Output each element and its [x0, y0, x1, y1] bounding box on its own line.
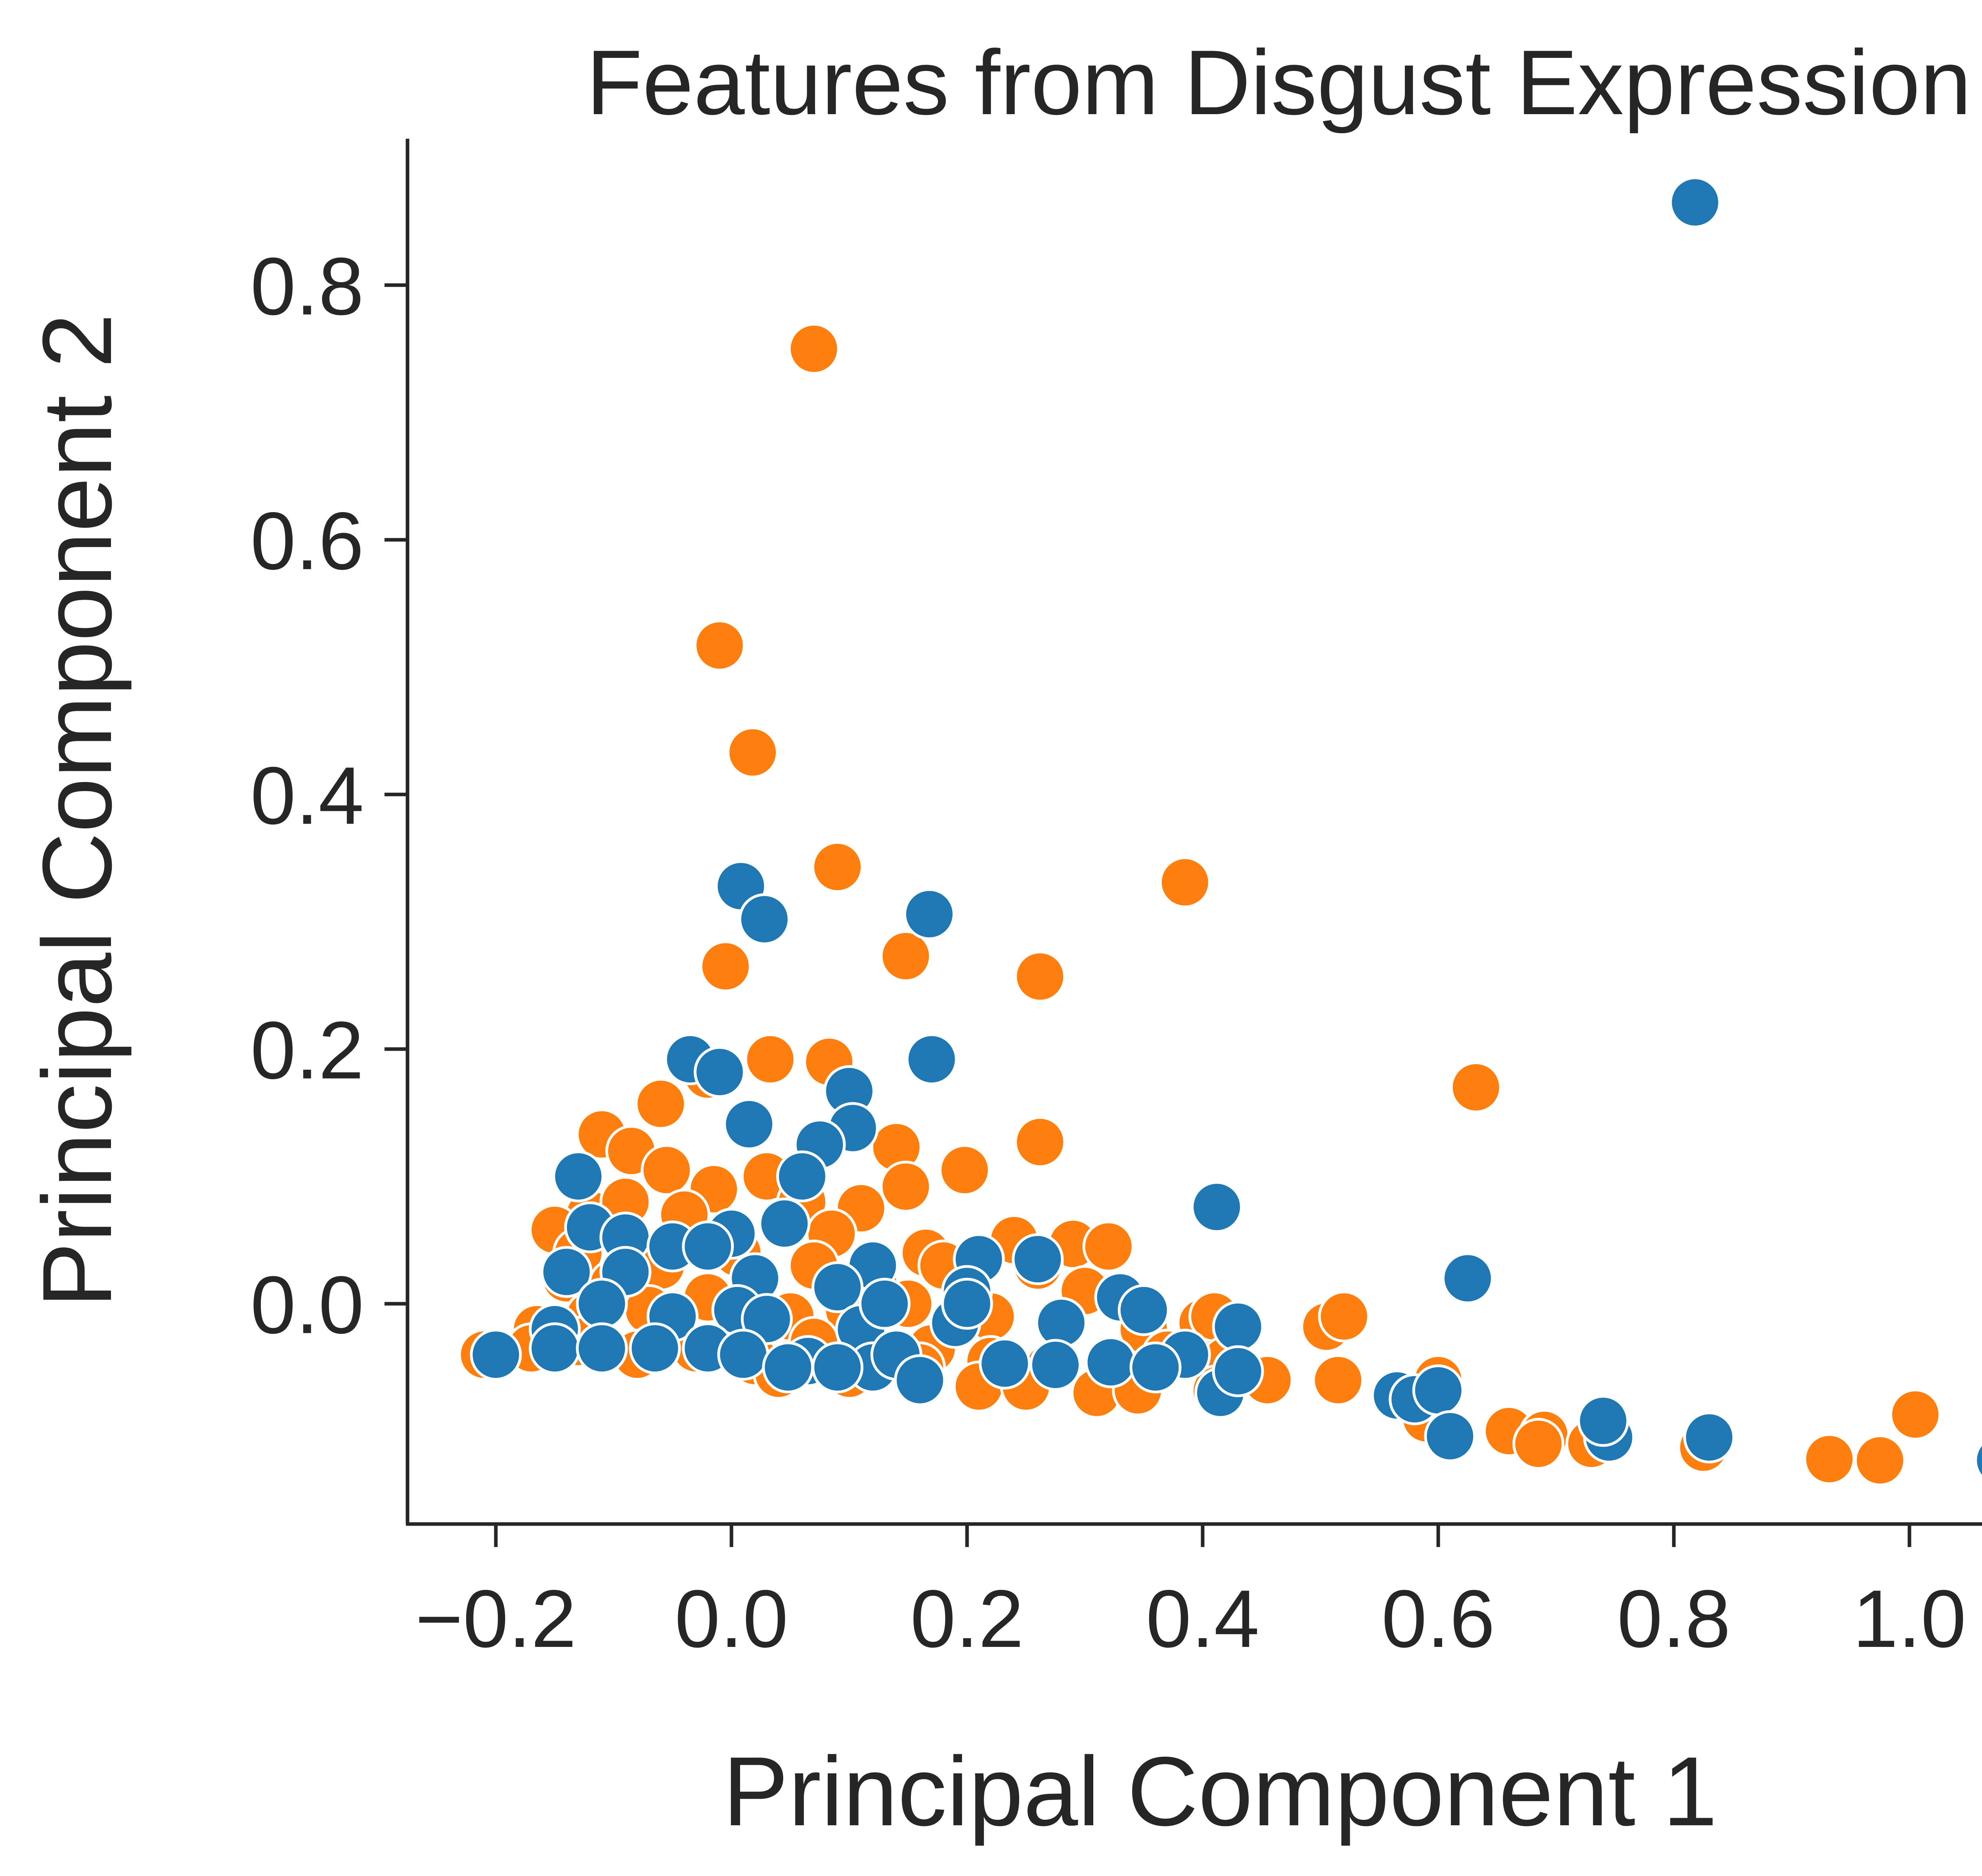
scatter-point	[1312, 1354, 1364, 1406]
x-tick-label: 0.0	[675, 1573, 788, 1664]
chart-title: Features from Disgust Expression	[586, 31, 1971, 134]
x-tick-label: 1.0	[1853, 1573, 1966, 1664]
scatter-point	[1450, 1061, 1502, 1113]
scatter-point	[1512, 1418, 1565, 1470]
x-tick-label: 0.8	[1617, 1573, 1730, 1664]
scatter-point	[880, 930, 932, 982]
y-axis-label: Principal Component 2	[22, 314, 132, 1308]
scatter-point	[1412, 1364, 1464, 1417]
scatter-point	[1012, 1233, 1064, 1285]
scatter-point	[903, 888, 955, 940]
y-tick-label: 0.2	[251, 1005, 364, 1096]
scatter-point	[776, 1150, 828, 1203]
scatter-point	[1577, 1395, 1629, 1447]
scatter-point	[811, 1261, 864, 1313]
y-tick-label: 0.4	[251, 750, 364, 841]
x-tick-label: 0.6	[1381, 1573, 1495, 1664]
scatter-point	[1212, 1345, 1264, 1397]
scatter-point	[470, 1329, 522, 1381]
scatter-point	[576, 1322, 628, 1375]
x-tick-label: 0.4	[1146, 1573, 1259, 1664]
scatter-point	[1974, 1442, 1982, 1479]
scatter-point	[1159, 856, 1211, 908]
scatter-point	[740, 1293, 793, 1345]
scatter-point	[1669, 176, 1721, 229]
scatter-point	[694, 620, 746, 671]
x-tick-label: 0.2	[910, 1573, 1024, 1664]
scatter-point	[641, 1144, 693, 1196]
scatter-point	[811, 1341, 864, 1394]
scatter-point	[1424, 1410, 1476, 1462]
scatter-point	[905, 1033, 958, 1085]
scatter-point	[1803, 1433, 1856, 1485]
scatter-point	[717, 1329, 769, 1381]
scatter-point	[1082, 1220, 1134, 1273]
x-axis-label: Principal Component 1	[723, 1736, 1718, 1846]
scatter-point	[1014, 1116, 1066, 1168]
scatter-point	[723, 1098, 775, 1150]
scatter-point	[788, 323, 840, 375]
y-axis-ticks: 0.0 0.2 0.4 0.6 0.8	[251, 241, 407, 1350]
scatter-point	[880, 1161, 932, 1213]
scatter-point	[1129, 1341, 1182, 1394]
scatter-point	[1014, 950, 1066, 1003]
scatter-point	[762, 1341, 814, 1394]
scatter-point	[1085, 1336, 1137, 1388]
scatter-point	[552, 1150, 605, 1203]
scatter-point	[1889, 1388, 1942, 1441]
scatter-point	[894, 1354, 946, 1406]
scatter-point	[635, 1078, 687, 1130]
y-tick-label: 0.8	[251, 241, 364, 332]
y-tick-label: 0.6	[251, 495, 364, 587]
scatter-point	[939, 1144, 991, 1196]
scatter-point	[979, 1337, 1031, 1390]
scatter-point	[629, 1322, 681, 1375]
scatter-point	[540, 1246, 593, 1298]
scatter-point	[744, 1033, 796, 1085]
scatter-point	[1854, 1434, 1906, 1486]
x-tick-label: −0.2	[415, 1573, 577, 1664]
plot-area	[458, 176, 1982, 1486]
scatter-point	[758, 1197, 811, 1250]
scatter-point	[941, 1277, 993, 1330]
scatter-point	[1683, 1411, 1735, 1464]
scatter-point	[682, 1220, 734, 1273]
scatter-point	[1029, 1339, 1081, 1391]
scatter-point	[529, 1322, 581, 1375]
scatter-point	[576, 1277, 628, 1330]
y-tick-label: 0.0	[251, 1259, 364, 1350]
x-axis-ticks: −0.2 0.0 0.2 0.4 0.6 0.8 1.0	[415, 1524, 1966, 1664]
scatter-point	[727, 726, 779, 778]
scatter-point	[1442, 1252, 1494, 1304]
scatter-point	[699, 940, 752, 993]
scatter-point	[1212, 1300, 1264, 1353]
scatter-point	[859, 1277, 911, 1330]
scatter-point	[811, 841, 864, 893]
scatter-point	[1191, 1181, 1243, 1233]
scatter-point	[1318, 1290, 1370, 1342]
scatter-point	[1117, 1284, 1170, 1336]
scatter-point	[694, 1046, 746, 1098]
scatter-point	[738, 893, 790, 945]
